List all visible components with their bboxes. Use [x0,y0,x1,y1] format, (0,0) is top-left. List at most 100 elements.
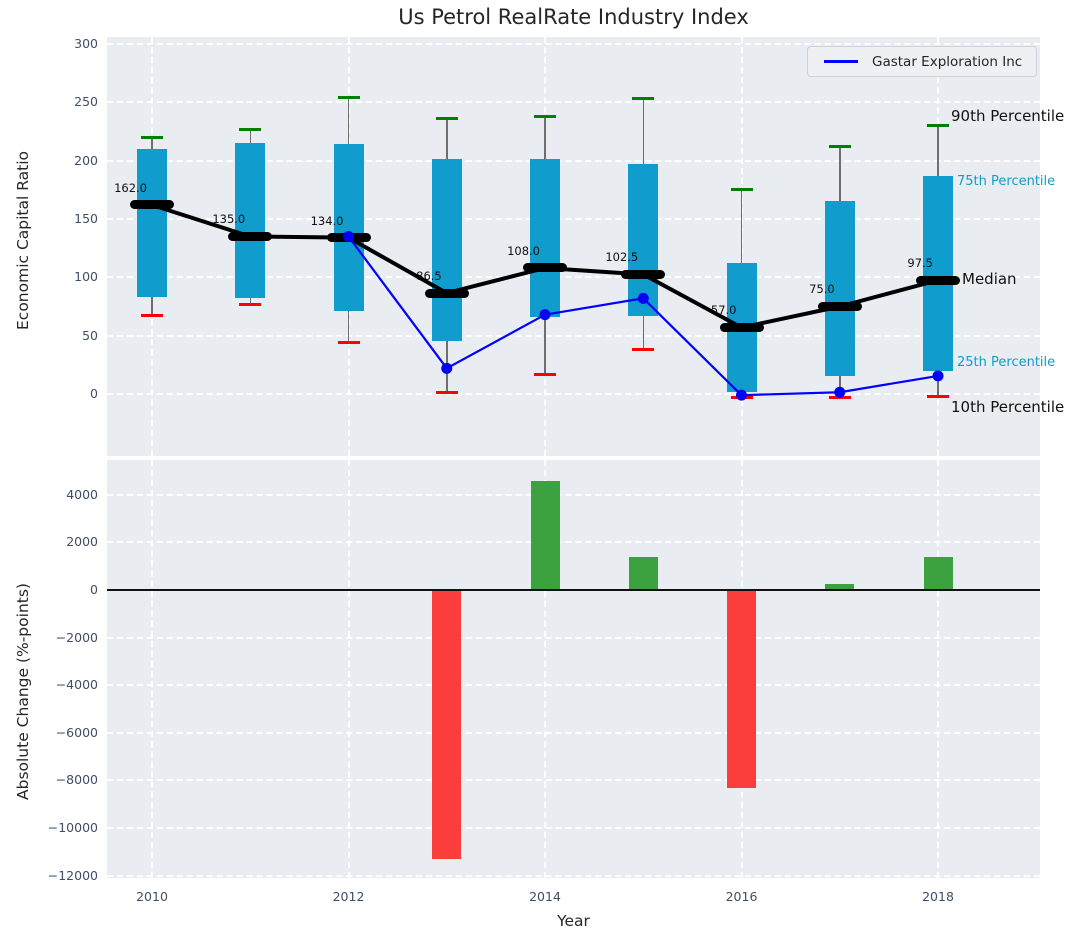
bottom-y-tick-label: −10000 [47,820,98,835]
bottom-y-tick-label: 2000 [66,534,98,550]
top-y-tick-label: 150 [74,210,98,226]
p10-cap-2011 [239,302,262,306]
bottom-gridline [107,636,1040,639]
change-bar-2014 [530,480,560,590]
p90-cap-2017 [828,145,851,149]
median-cap-2014 [523,263,567,273]
median-value-label-2011: 135.0 [212,212,246,227]
bottom-y-axis-label: Absolute Change (%-points) [14,583,32,800]
top-y-tick-label: 250 [74,94,98,110]
annotation-10th-percentile: 10th Percentile [951,398,1065,416]
annotation-median: Median [962,270,1017,289]
bottom-gridline [107,541,1040,544]
top-gridline [107,334,1040,337]
median-cap-2010 [130,200,174,210]
p90-cap-2012 [337,96,360,100]
median-cap-2012 [326,233,371,243]
bottom-y-tick-label: −4000 [55,677,98,693]
zero-line [107,589,1040,591]
p10-cap-2016 [730,396,753,399]
top-gridline [107,393,1040,395]
median-value-label-2018: 97.5 [907,256,933,271]
chart-title: Us Petrol RealRate Industry Index [398,5,749,29]
top-y-tick-label: 100 [74,269,98,285]
p10-cap-2010 [141,314,163,318]
bottom-plot-area [107,460,1040,878]
median-cap-2015 [621,269,666,279]
top-y-tick-label: 0 [90,386,98,401]
iqr-box-2013 [431,159,462,342]
bottom-v-gridline [151,460,153,878]
median-cap-2018 [916,275,960,285]
bottom-y-tick-label: 0 [90,582,98,597]
bottom-gridline [107,493,1040,496]
p10-cap-2015 [632,348,655,352]
legend-label: Gastar Exploration Inc [872,53,1023,70]
p90-cap-2015 [632,97,655,101]
change-bar-2018 [923,556,953,590]
iqr-box-2010 [137,148,167,298]
p90-cap-2018 [927,124,949,128]
p10-cap-2013 [435,391,458,395]
bottom-y-tick-label: 4000 [66,486,98,502]
bottom-v-gridline [347,460,350,878]
iqr-box-2018 [923,175,953,371]
median-value-label-2012: 134.0 [310,213,344,228]
annotation-25th-percentile: 25th Percentile [957,354,1056,370]
top-gridline [107,159,1040,162]
bottom-gridline [107,779,1040,782]
x-tick-label: 2010 [136,889,168,904]
top-y-tick-label: 200 [74,152,98,168]
top-y-tick-label: 50 [82,327,98,343]
median-value-label-2017: 75.0 [809,282,835,297]
p10-cap-2018 [927,394,949,398]
top-y-axis-label: Economic Capital Ratio [14,150,32,330]
x-tick-label: 2016 [725,889,758,904]
bottom-y-tick-label: −8000 [55,772,98,788]
median-cap-2013 [424,288,469,298]
p10-cap-2012 [337,341,360,345]
change-bar-2017 [825,584,855,590]
p90-cap-2013 [435,117,458,121]
top-gridline [107,101,1040,104]
median-value-label-2016: 57.0 [710,303,737,318]
iqr-box-2015 [628,164,659,316]
median-value-label-2015: 102.5 [605,250,639,265]
bottom-v-gridline [937,460,939,878]
x-tick-label: 2012 [332,889,365,904]
annotation-90th-percentile: 90th Percentile [951,107,1065,126]
iqr-box-2014 [530,159,560,317]
bottom-v-gridline [544,460,546,878]
legend-line-sample [824,60,858,63]
p90-cap-2014 [534,114,556,118]
change-bar-2013 [432,590,462,859]
p90-cap-2010 [141,135,163,139]
change-bar-2015 [628,556,658,590]
median-cap-2016 [719,322,764,332]
p90-cap-2016 [730,188,753,192]
bottom-y-tick-label: −2000 [55,629,98,645]
iqr-box-2012 [333,144,364,312]
median-value-label-2014: 108.0 [507,243,540,258]
x-axis-label: Year [557,912,590,930]
p10-cap-2014 [534,372,556,376]
legend: Gastar Exploration Inc [807,46,1037,77]
x-tick-label: 2014 [529,889,561,904]
median-cap-2017 [817,301,862,311]
median-value-label-2010: 162.0 [114,180,147,195]
bottom-gridline [107,827,1040,829]
bottom-gridline [107,731,1040,734]
top-gridline [107,42,1040,45]
bottom-y-tick-label: −6000 [55,724,98,740]
p90-cap-2011 [239,127,262,131]
annotation-75th-percentile: 75th Percentile [957,173,1056,189]
x-tick-label: 2018 [922,889,954,904]
top-y-tick-label: 300 [74,35,98,51]
median-value-label-2013: 86.5 [416,269,442,284]
change-bar-2016 [727,590,756,788]
median-cap-2011 [228,231,273,241]
bottom-gridline [107,874,1040,877]
bottom-y-tick-label: −12000 [47,867,98,883]
bottom-gridline [107,684,1040,687]
